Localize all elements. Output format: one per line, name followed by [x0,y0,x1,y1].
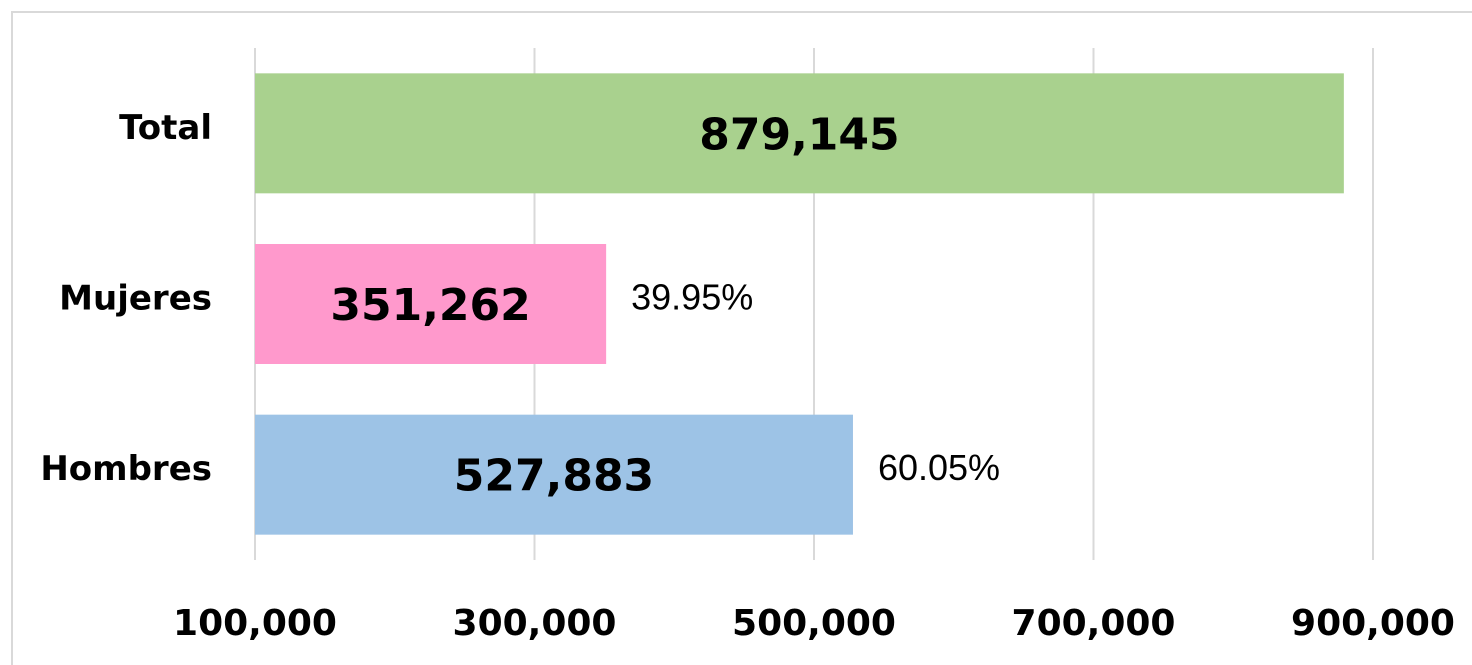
value-label: 351,262 [330,280,530,331]
bar [255,414,853,535]
bar [255,73,1344,194]
y-tick-label: Total [119,108,212,148]
value-label: 527,883 [454,451,654,502]
x-tick-label: 300,000 [453,603,617,644]
x-tick-label: 500,000 [732,603,896,644]
y-tick-label: Mujeres [59,279,212,319]
annotation: 60.05% [878,447,1000,488]
annotation: 39.95% [631,277,753,318]
bar [255,244,607,364]
y-tick-label: Hombres [40,449,212,489]
value-label: 879,145 [699,109,899,160]
x-tick-label: 100,000 [173,603,337,644]
x-tick-label: 700,000 [1012,603,1176,644]
x-tick-label: 900,000 [1291,603,1455,644]
